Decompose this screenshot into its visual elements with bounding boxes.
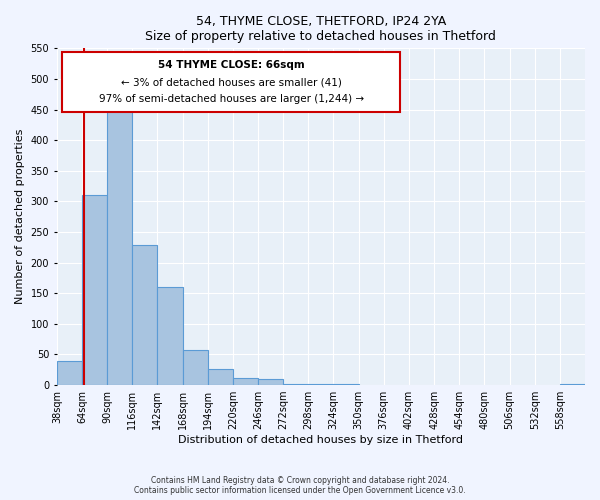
Bar [107, 106, 132, 385]
Title: 54, THYME CLOSE, THETFORD, IP24 2YA
Size of property relative to detached houses: 54, THYME CLOSE, THETFORD, IP24 2YA Size… [145, 15, 496, 43]
Text: Contains HM Land Registry data © Crown copyright and database right 2024.
Contai: Contains HM Land Registry data © Crown c… [134, 476, 466, 495]
Bar [308, 384, 334, 385]
Bar [233, 378, 258, 385]
Bar [182, 350, 208, 385]
Bar [208, 369, 233, 385]
Text: 97% of semi-detached houses are larger (1,244) →: 97% of semi-detached houses are larger (… [98, 94, 364, 104]
Bar [334, 384, 359, 385]
Text: 54 THYME CLOSE: 66sqm: 54 THYME CLOSE: 66sqm [158, 60, 304, 70]
Bar [258, 379, 283, 385]
Bar [132, 246, 157, 385]
Bar [57, 360, 82, 385]
Bar [560, 384, 585, 385]
Bar [82, 196, 107, 385]
Bar [157, 287, 182, 385]
X-axis label: Distribution of detached houses by size in Thetford: Distribution of detached houses by size … [178, 435, 463, 445]
Bar [283, 384, 308, 385]
FancyBboxPatch shape [62, 52, 400, 112]
Text: ← 3% of detached houses are smaller (41): ← 3% of detached houses are smaller (41) [121, 77, 341, 87]
Y-axis label: Number of detached properties: Number of detached properties [15, 129, 25, 304]
